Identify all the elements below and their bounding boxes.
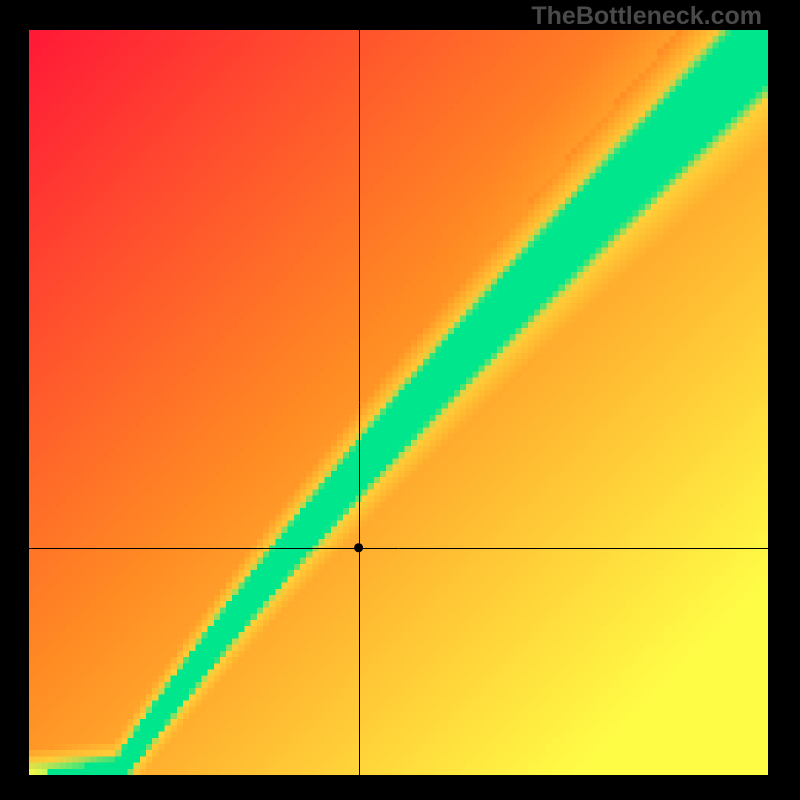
watermark-text: TheBottleneck.com	[531, 2, 762, 31]
chart-container: TheBottleneck.com	[0, 0, 800, 800]
crosshair-overlay	[29, 30, 768, 775]
